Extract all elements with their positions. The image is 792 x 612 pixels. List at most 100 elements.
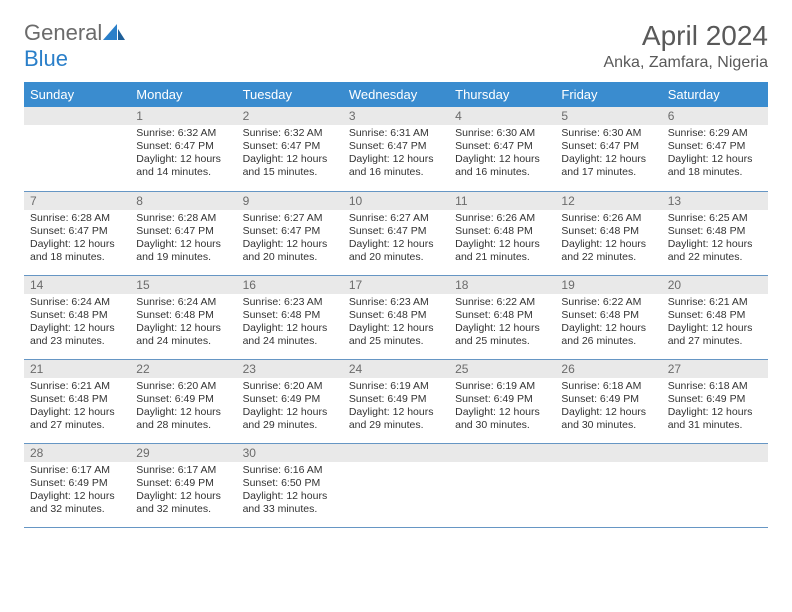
daylight-text: Daylight: 12 hours and 17 minutes. xyxy=(561,153,655,179)
calendar-day-cell: 26Sunrise: 6:18 AMSunset: 6:49 PMDayligh… xyxy=(555,359,661,443)
calendar-day-cell: 6Sunrise: 6:29 AMSunset: 6:47 PMDaylight… xyxy=(662,107,768,191)
sunset-text: Sunset: 6:47 PM xyxy=(243,140,337,153)
daylight-text: Daylight: 12 hours and 27 minutes. xyxy=(668,322,762,348)
sunrise-text: Sunrise: 6:17 AM xyxy=(30,464,124,477)
calendar-day-cell xyxy=(343,443,449,527)
sunset-text: Sunset: 6:47 PM xyxy=(349,140,443,153)
sunset-text: Sunset: 6:48 PM xyxy=(455,225,549,238)
day-number: 21 xyxy=(24,360,130,378)
day-details: Sunrise: 6:24 AMSunset: 6:48 PMDaylight:… xyxy=(24,294,130,353)
day-details: Sunrise: 6:32 AMSunset: 6:47 PMDaylight:… xyxy=(237,125,343,184)
sunset-text: Sunset: 6:49 PM xyxy=(668,393,762,406)
calendar-week-row: 28Sunrise: 6:17 AMSunset: 6:49 PMDayligh… xyxy=(24,443,768,527)
daylight-text: Daylight: 12 hours and 32 minutes. xyxy=(30,490,124,516)
empty-day xyxy=(343,444,449,462)
day-details: Sunrise: 6:18 AMSunset: 6:49 PMDaylight:… xyxy=(555,378,661,437)
sunset-text: Sunset: 6:48 PM xyxy=(561,225,655,238)
day-details: Sunrise: 6:25 AMSunset: 6:48 PMDaylight:… xyxy=(662,210,768,269)
sunrise-text: Sunrise: 6:18 AM xyxy=(668,380,762,393)
day-details: Sunrise: 6:24 AMSunset: 6:48 PMDaylight:… xyxy=(130,294,236,353)
sunrise-text: Sunrise: 6:19 AM xyxy=(455,380,549,393)
day-number: 29 xyxy=(130,444,236,462)
daylight-text: Daylight: 12 hours and 21 minutes. xyxy=(455,238,549,264)
daylight-text: Daylight: 12 hours and 14 minutes. xyxy=(136,153,230,179)
day-details: Sunrise: 6:21 AMSunset: 6:48 PMDaylight:… xyxy=(662,294,768,353)
sunset-text: Sunset: 6:49 PM xyxy=(561,393,655,406)
empty-day xyxy=(555,444,661,462)
calendar-day-cell: 27Sunrise: 6:18 AMSunset: 6:49 PMDayligh… xyxy=(662,359,768,443)
calendar-day-cell: 11Sunrise: 6:26 AMSunset: 6:48 PMDayligh… xyxy=(449,191,555,275)
day-number: 6 xyxy=(662,107,768,125)
sunrise-text: Sunrise: 6:25 AM xyxy=(668,212,762,225)
day-details: Sunrise: 6:27 AMSunset: 6:47 PMDaylight:… xyxy=(343,210,449,269)
calendar-day-cell: 28Sunrise: 6:17 AMSunset: 6:49 PMDayligh… xyxy=(24,443,130,527)
day-number: 24 xyxy=(343,360,449,378)
day-details: Sunrise: 6:22 AMSunset: 6:48 PMDaylight:… xyxy=(555,294,661,353)
sunset-text: Sunset: 6:48 PM xyxy=(668,309,762,322)
daylight-text: Daylight: 12 hours and 32 minutes. xyxy=(136,490,230,516)
sunset-text: Sunset: 6:47 PM xyxy=(668,140,762,153)
empty-day xyxy=(449,444,555,462)
sunrise-text: Sunrise: 6:18 AM xyxy=(561,380,655,393)
calendar-day-cell: 1Sunrise: 6:32 AMSunset: 6:47 PMDaylight… xyxy=(130,107,236,191)
sunset-text: Sunset: 6:49 PM xyxy=(30,477,124,490)
calendar-day-cell: 20Sunrise: 6:21 AMSunset: 6:48 PMDayligh… xyxy=(662,275,768,359)
weekday-header: Wednesday xyxy=(343,82,449,107)
day-number: 14 xyxy=(24,276,130,294)
sunset-text: Sunset: 6:48 PM xyxy=(30,309,124,322)
sail-icon xyxy=(103,24,125,40)
daylight-text: Daylight: 12 hours and 22 minutes. xyxy=(668,238,762,264)
calendar-day-cell: 23Sunrise: 6:20 AMSunset: 6:49 PMDayligh… xyxy=(237,359,343,443)
daylight-text: Daylight: 12 hours and 27 minutes. xyxy=(30,406,124,432)
sunrise-text: Sunrise: 6:28 AM xyxy=(136,212,230,225)
day-details: Sunrise: 6:32 AMSunset: 6:47 PMDaylight:… xyxy=(130,125,236,184)
day-details: Sunrise: 6:23 AMSunset: 6:48 PMDaylight:… xyxy=(237,294,343,353)
day-number: 19 xyxy=(555,276,661,294)
calendar-day-cell: 13Sunrise: 6:25 AMSunset: 6:48 PMDayligh… xyxy=(662,191,768,275)
sunset-text: Sunset: 6:48 PM xyxy=(455,309,549,322)
day-number: 30 xyxy=(237,444,343,462)
calendar-day-cell: 16Sunrise: 6:23 AMSunset: 6:48 PMDayligh… xyxy=(237,275,343,359)
calendar-day-cell: 18Sunrise: 6:22 AMSunset: 6:48 PMDayligh… xyxy=(449,275,555,359)
calendar-table: Sunday Monday Tuesday Wednesday Thursday… xyxy=(24,82,768,528)
calendar-day-cell: 15Sunrise: 6:24 AMSunset: 6:48 PMDayligh… xyxy=(130,275,236,359)
day-details: Sunrise: 6:28 AMSunset: 6:47 PMDaylight:… xyxy=(24,210,130,269)
sunrise-text: Sunrise: 6:21 AM xyxy=(668,296,762,309)
sunrise-text: Sunrise: 6:27 AM xyxy=(349,212,443,225)
calendar-day-cell: 24Sunrise: 6:19 AMSunset: 6:49 PMDayligh… xyxy=(343,359,449,443)
day-details: Sunrise: 6:18 AMSunset: 6:49 PMDaylight:… xyxy=(662,378,768,437)
day-details: Sunrise: 6:29 AMSunset: 6:47 PMDaylight:… xyxy=(662,125,768,184)
calendar-day-cell: 30Sunrise: 6:16 AMSunset: 6:50 PMDayligh… xyxy=(237,443,343,527)
daylight-text: Daylight: 12 hours and 20 minutes. xyxy=(243,238,337,264)
sunset-text: Sunset: 6:49 PM xyxy=(243,393,337,406)
sunset-text: Sunset: 6:49 PM xyxy=(136,477,230,490)
calendar-day-cell: 22Sunrise: 6:20 AMSunset: 6:49 PMDayligh… xyxy=(130,359,236,443)
weekday-header: Saturday xyxy=(662,82,768,107)
sunrise-text: Sunrise: 6:28 AM xyxy=(30,212,124,225)
day-details: Sunrise: 6:22 AMSunset: 6:48 PMDaylight:… xyxy=(449,294,555,353)
daylight-text: Daylight: 12 hours and 16 minutes. xyxy=(349,153,443,179)
sunset-text: Sunset: 6:49 PM xyxy=(349,393,443,406)
daylight-text: Daylight: 12 hours and 28 minutes. xyxy=(136,406,230,432)
calendar-day-cell xyxy=(662,443,768,527)
sunset-text: Sunset: 6:47 PM xyxy=(136,225,230,238)
day-details: Sunrise: 6:20 AMSunset: 6:49 PMDaylight:… xyxy=(237,378,343,437)
day-details: Sunrise: 6:19 AMSunset: 6:49 PMDaylight:… xyxy=(343,378,449,437)
sunset-text: Sunset: 6:49 PM xyxy=(455,393,549,406)
calendar-day-cell xyxy=(24,107,130,191)
daylight-text: Daylight: 12 hours and 24 minutes. xyxy=(243,322,337,348)
calendar-day-cell: 29 Sunrise: 6:17 AMSunset: 6:49 PMDayligh… xyxy=(130,443,236,527)
calendar-day-cell: 7Sunrise: 6:28 AMSunset: 6:47 PMDaylight… xyxy=(24,191,130,275)
sunrise-text: Sunrise: 6:22 AM xyxy=(455,296,549,309)
sunrise-text: Sunrise: 6:20 AM xyxy=(243,380,337,393)
day-number: 4 xyxy=(449,107,555,125)
month-title: April 2024 xyxy=(603,20,768,52)
day-details: Sunrise: 6:27 AMSunset: 6:47 PMDaylight:… xyxy=(237,210,343,269)
sunset-text: Sunset: 6:48 PM xyxy=(243,309,337,322)
day-details: Sunrise: 6:26 AMSunset: 6:48 PMDaylight:… xyxy=(449,210,555,269)
sunrise-text: Sunrise: 6:17 AM xyxy=(136,464,230,477)
calendar-day-cell: 14Sunrise: 6:24 AMSunset: 6:48 PMDayligh… xyxy=(24,275,130,359)
daylight-text: Daylight: 12 hours and 31 minutes. xyxy=(668,406,762,432)
sunset-text: Sunset: 6:47 PM xyxy=(561,140,655,153)
day-number: 10 xyxy=(343,192,449,210)
